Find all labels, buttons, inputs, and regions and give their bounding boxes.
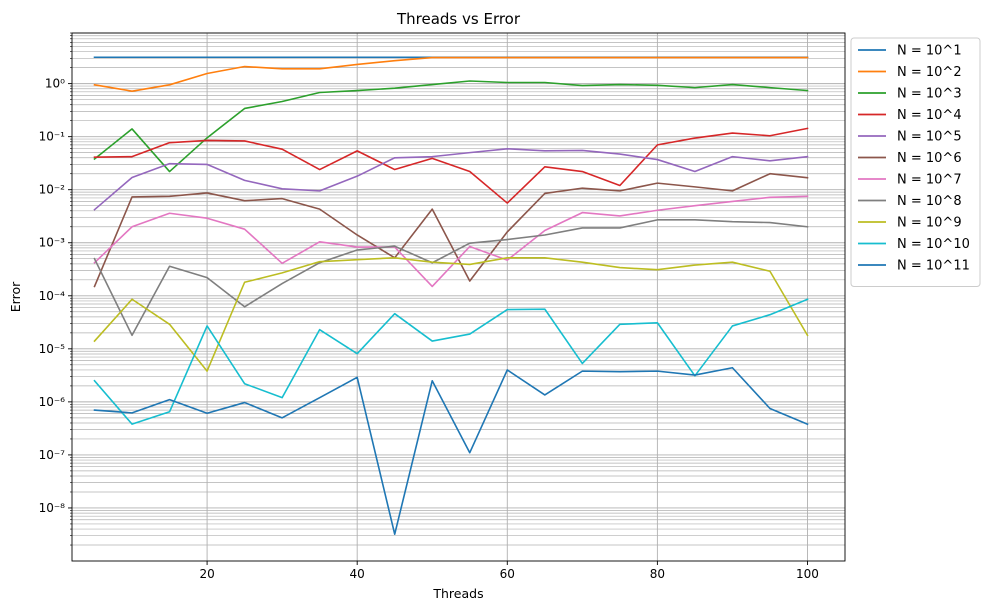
legend-label: N = 10^5: [897, 130, 962, 145]
y-tick-label: 10⁻²: [39, 183, 66, 197]
y-tick-label: 10⁻⁴: [39, 289, 66, 303]
legend-label: N = 10^7: [897, 173, 962, 188]
y-tick-label: 10⁻¹: [39, 130, 66, 144]
series-line-7: [93, 195, 809, 288]
legend-label: N = 10^1: [897, 44, 962, 59]
x-tick-label: 40: [350, 567, 365, 581]
series-line-11: [93, 366, 809, 536]
x-tick-label: 100: [796, 567, 819, 581]
legend-label: N = 10^10: [897, 237, 970, 252]
series-line-8: [93, 219, 809, 337]
legend-label: N = 10^8: [897, 194, 962, 209]
y-tick-label: 10⁻⁵: [39, 342, 66, 356]
x-tick-label: 80: [650, 567, 665, 581]
plot-frame: [71, 32, 846, 562]
legend-label: N = 10^3: [897, 87, 962, 102]
legend-box: [850, 37, 981, 287]
y-tick-label: 10⁻⁶: [39, 395, 66, 409]
series-line-10: [93, 298, 809, 425]
legend-label: N = 10^4: [897, 108, 962, 123]
y-tick-label: 10⁻³: [39, 236, 66, 250]
x-tick-label: 20: [199, 567, 214, 581]
series-lines: [93, 56, 809, 536]
legend-label: N = 10^2: [897, 65, 962, 80]
axis-ticks: 20 40 60 80 100 10⁻⁸ 10⁻⁷ 10⁻⁶ 10⁻⁵ 10⁻⁴ 10⁻³ 10⁻² 1…: [39, 32, 819, 581]
legend: N = 10^1 N = 10^2 N = 10^3 N = 10^4 N = 10^5…: [850, 37, 981, 287]
x-axis-label: Threads: [432, 586, 483, 601]
y-tick-label: 10⁰: [45, 77, 65, 91]
y-axis-label: Error: [8, 281, 23, 312]
series-line-2: [93, 56, 809, 92]
series-line-9: [93, 257, 809, 372]
legend-label: N = 10^6: [897, 151, 962, 166]
series-line-3: [93, 80, 809, 173]
x-tick-label: 60: [500, 567, 515, 581]
y-tick-label: 10⁻⁷: [39, 448, 66, 462]
y-tick-label: 10⁻⁸: [39, 501, 66, 515]
chart-title: Threads vs Error: [396, 10, 521, 28]
series-line-6: [93, 172, 809, 288]
legend-label: N = 10^9: [897, 216, 962, 231]
series-line-5: [93, 148, 809, 211]
legend-label: N = 10^11: [897, 259, 970, 274]
series-line-4: [93, 127, 809, 204]
